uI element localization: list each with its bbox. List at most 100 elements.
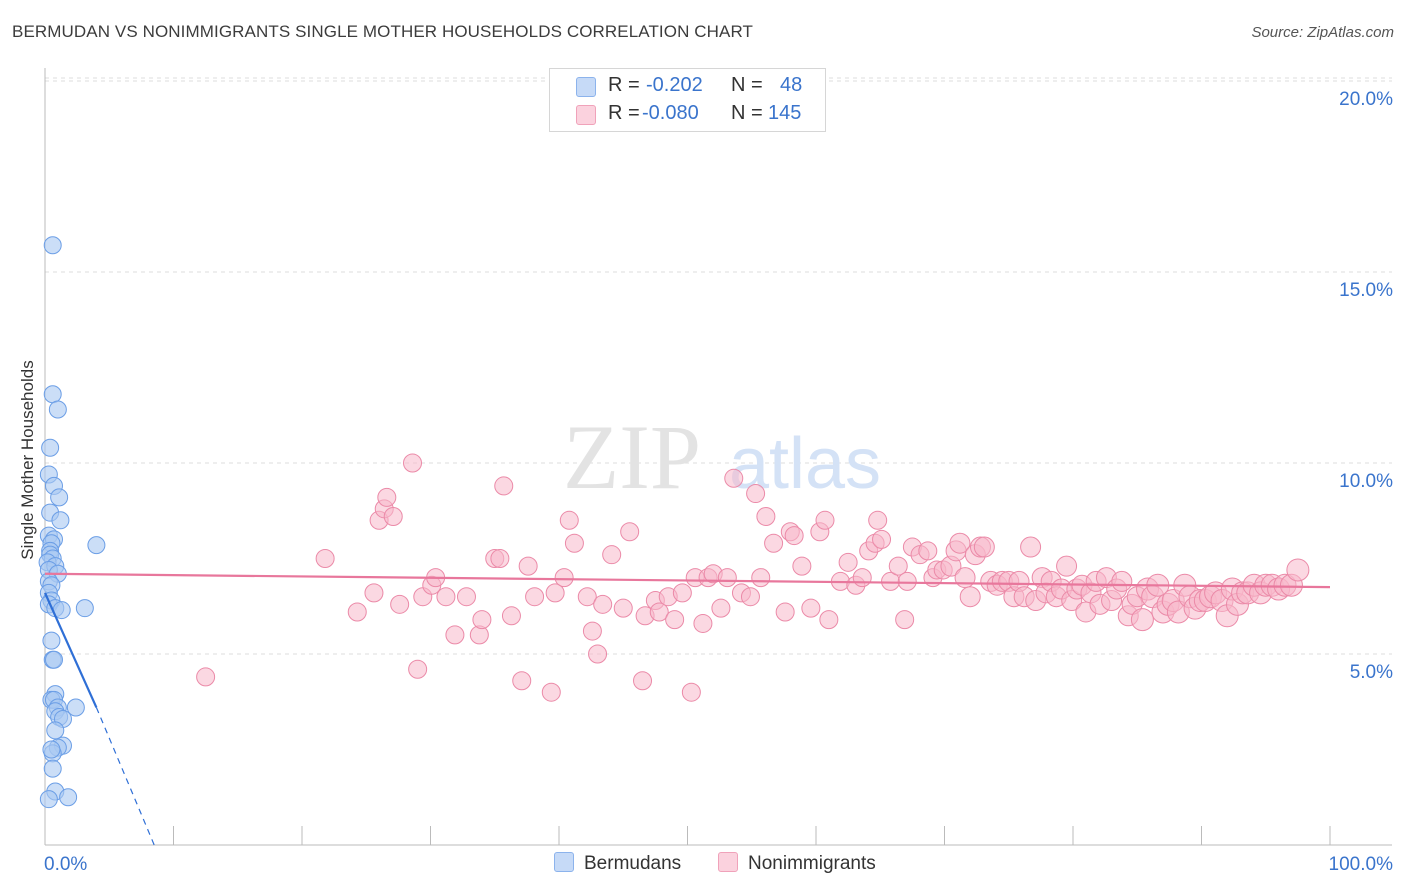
bermudans-point xyxy=(59,788,78,807)
bermudans-point xyxy=(48,400,67,419)
bermudans-trend-extension xyxy=(95,707,155,846)
nonimmigrants-point xyxy=(724,468,744,488)
bermudans-point xyxy=(43,385,62,404)
legend-swatch-pink xyxy=(718,852,738,872)
nonimmigrants-point xyxy=(897,571,917,591)
nonimmigrants-point xyxy=(633,671,653,691)
nonimmigrants-point xyxy=(756,506,776,526)
nonimmigrants-point xyxy=(751,568,771,588)
bermudans-point xyxy=(50,488,69,507)
x-tick-label: 100.0% xyxy=(1329,854,1394,875)
nonimmigrants-point xyxy=(525,587,545,607)
nonimmigrants-point xyxy=(949,532,971,554)
nonimmigrants-point xyxy=(1130,608,1154,632)
series-legend-nonimmigrants: Nonimmigrants xyxy=(718,852,876,875)
nonimmigrants-point xyxy=(740,587,760,607)
nonimmigrants-point xyxy=(672,583,692,603)
bermudans-point xyxy=(75,599,94,618)
nonimmigrants-point xyxy=(973,536,995,558)
source-label: Source: ZipAtlas.com xyxy=(1251,24,1394,41)
legend-r-label: R = xyxy=(608,102,640,124)
legend-swatch-blue xyxy=(576,77,596,97)
nonimmigrants-point xyxy=(564,533,584,553)
nonimmigrants-point xyxy=(681,682,701,702)
nonimmigrants-point xyxy=(554,568,574,588)
legend-label-nonimmigrants: Nonimmigrants xyxy=(748,853,876,874)
nonimmigrants-point xyxy=(775,602,795,622)
legend-r-label: R = xyxy=(608,74,640,96)
nonimmigrants-point xyxy=(490,549,510,568)
nonimmigrants-point xyxy=(383,506,403,526)
legend-swatch-pink xyxy=(576,105,596,125)
chart-title: BERMUDAN VS NONIMMIGRANTS SINGLE MOTHER … xyxy=(12,22,754,41)
nonimmigrants-point xyxy=(693,613,713,633)
legend-swatch-blue xyxy=(554,852,574,872)
nonimmigrants-point xyxy=(501,606,521,626)
nonimmigrants-point xyxy=(545,583,565,603)
legend-n-value: 48 xyxy=(780,74,803,96)
axes xyxy=(44,68,1392,846)
nonimmigrants-point xyxy=(852,568,872,588)
nonimmigrants-point xyxy=(764,533,784,553)
nonimmigrants-point xyxy=(1020,536,1042,558)
nonimmigrants-point xyxy=(815,510,835,530)
nonimmigrants-point xyxy=(541,682,561,702)
nonimmigrants-point xyxy=(445,625,465,645)
nonimmigrants-point xyxy=(559,510,579,530)
legend-r-value: -0.202 xyxy=(646,74,703,96)
bermudans-point xyxy=(46,721,65,740)
bermudans-point xyxy=(44,650,63,669)
bermudans-point xyxy=(41,438,60,457)
nonimmigrants-point xyxy=(792,556,812,576)
nonimmigrants-point xyxy=(954,567,976,589)
bermudans-point xyxy=(66,698,85,717)
nonimmigrants-point xyxy=(377,487,397,507)
bermudans-point xyxy=(43,236,62,255)
nonimmigrants-point xyxy=(456,587,476,607)
y-tick-label: 15.0% xyxy=(1339,280,1393,301)
nonimmigrants-point xyxy=(602,545,622,565)
correlation-legend: R = -0.202 N = 48 R = -0.080 N = 145 xyxy=(549,68,826,132)
bermudans-point xyxy=(42,740,61,759)
nonimmigrants-point xyxy=(838,552,858,572)
nonimmigrants-point xyxy=(390,594,410,614)
watermark-zip: ZIP xyxy=(563,406,701,508)
nonimmigrants-point xyxy=(1111,570,1133,592)
nonimmigrants-point xyxy=(512,671,532,691)
nonimmigrants-point xyxy=(577,587,597,607)
bermudans-point xyxy=(87,536,106,555)
nonimmigrants-point xyxy=(895,610,915,630)
nonimmigrants-point xyxy=(403,453,423,473)
legend-label-bermudans: Bermudans xyxy=(584,853,682,874)
nonimmigrants-trend-line xyxy=(44,572,1331,589)
bermudans-trend-line xyxy=(43,592,98,708)
nonimmigrants-point xyxy=(649,602,669,622)
nonimmigrants-point xyxy=(868,510,888,530)
nonimmigrants-point xyxy=(711,598,731,618)
legend-n-label: N = xyxy=(731,74,763,96)
nonimmigrants-point xyxy=(888,556,908,576)
nonimmigrants-point xyxy=(408,659,428,679)
nonimmigrants-point xyxy=(959,586,981,608)
nonimmigrants-point xyxy=(582,621,602,641)
nonimmigrants-point xyxy=(819,610,839,630)
nonimmigrants-point xyxy=(436,587,456,607)
nonimmigrants-point xyxy=(494,476,514,496)
legend-n-value: 145 xyxy=(768,102,802,124)
legend-r-value: -0.080 xyxy=(642,102,699,124)
nonimmigrants-point xyxy=(364,583,384,603)
bermudans-point xyxy=(51,511,70,530)
nonimmigrants-point xyxy=(1056,555,1078,577)
y-tick-label: 5.0% xyxy=(1350,662,1393,683)
bermudans-point xyxy=(43,759,62,778)
nonimmigrants-point xyxy=(315,549,335,568)
legend-row-nonimmigrants: R = -0.080 N = 145 xyxy=(550,102,825,128)
tick-labels: 5.0% 10.0% 15.0% 20.0% 0.0% 100.0% xyxy=(44,89,1393,875)
nonimmigrants-point xyxy=(588,644,608,664)
bermudans-point xyxy=(42,631,61,650)
nonimmigrants-point xyxy=(1286,558,1310,582)
nonimmigrants-point xyxy=(593,594,613,614)
nonimmigrants-point xyxy=(746,484,766,504)
y-tick-label: 20.0% xyxy=(1339,89,1393,110)
